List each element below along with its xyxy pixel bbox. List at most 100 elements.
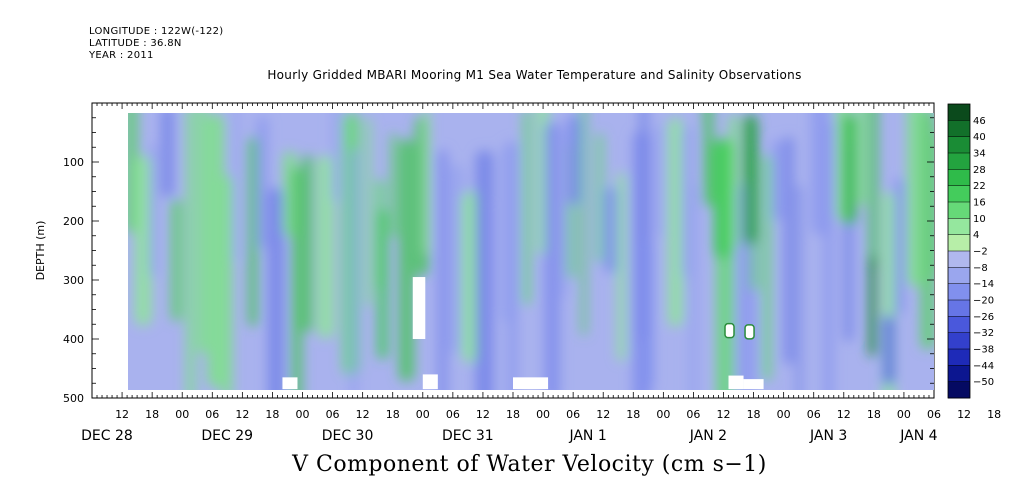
negative-streak bbox=[652, 123, 663, 239]
positive-streak bbox=[523, 113, 531, 305]
x-tick-label: 06 bbox=[566, 408, 580, 421]
colorbar-label: −26 bbox=[973, 312, 994, 323]
y-tick-label: 500 bbox=[63, 392, 84, 405]
colorbar-label: 46 bbox=[973, 116, 986, 127]
y-axis-label: DEPTH (m) bbox=[34, 221, 47, 281]
colorbar-label: 34 bbox=[973, 149, 986, 160]
x-tick-label: 12 bbox=[957, 408, 971, 421]
positive-streak bbox=[461, 191, 481, 363]
positive-streak bbox=[763, 155, 772, 381]
colorbar-label: 16 bbox=[973, 198, 986, 209]
missing-data-gap bbox=[513, 377, 549, 390]
x-tick-label: 18 bbox=[867, 408, 881, 421]
negative-streak bbox=[268, 187, 284, 390]
x-tick-label: 12 bbox=[596, 408, 610, 421]
negative-streak bbox=[823, 120, 834, 390]
x-tick-label: 06 bbox=[807, 408, 821, 421]
colorbar-label: 22 bbox=[973, 181, 986, 192]
colorbar-swatch bbox=[948, 153, 970, 170]
colorbar-label: −32 bbox=[973, 328, 994, 339]
missing-data-gap bbox=[422, 374, 438, 390]
positive-core bbox=[843, 114, 856, 225]
negative-streak bbox=[233, 113, 240, 262]
negative-streak bbox=[771, 139, 784, 221]
negative-streak bbox=[544, 121, 560, 390]
positive-streak bbox=[868, 113, 879, 268]
negative-streak bbox=[784, 136, 794, 365]
missing-data-gap bbox=[744, 324, 755, 340]
x-tick-label: 18 bbox=[265, 408, 279, 421]
colorbar-swatch bbox=[948, 120, 970, 138]
x-tick-label: 18 bbox=[145, 408, 159, 421]
colorbar-swatch bbox=[948, 381, 970, 399]
colorbar-label: −8 bbox=[973, 263, 988, 274]
missing-data-gap bbox=[412, 277, 426, 339]
positive-streak bbox=[390, 133, 397, 238]
colorbar-label: 10 bbox=[973, 214, 986, 225]
colorbar-swatch bbox=[948, 218, 970, 236]
positive-streak bbox=[170, 199, 183, 322]
date-label: DEC 31 bbox=[442, 428, 494, 444]
x-tick-label: 12 bbox=[235, 408, 249, 421]
colorbar-swatch bbox=[948, 251, 970, 268]
x-tick-label: 00 bbox=[777, 408, 791, 421]
x-tick-label: 18 bbox=[987, 408, 1001, 421]
positive-streak bbox=[302, 155, 313, 333]
positive-streak bbox=[856, 113, 867, 207]
colorbar-label: −20 bbox=[973, 296, 994, 307]
positive-streak bbox=[581, 113, 587, 336]
positive-streak bbox=[186, 113, 196, 390]
x-tick-label: 06 bbox=[326, 408, 340, 421]
negative-streak bbox=[688, 183, 699, 390]
negative-streak bbox=[161, 113, 174, 197]
colorbar-label: −44 bbox=[973, 361, 994, 372]
x-tick-label: 06 bbox=[205, 408, 219, 421]
positive-streak bbox=[248, 137, 258, 327]
no-data-region bbox=[93, 104, 123, 397]
x-tick-label: 06 bbox=[446, 408, 460, 421]
colorbar-swatch bbox=[948, 234, 970, 252]
negative-core bbox=[883, 315, 894, 386]
colorbar-label: −2 bbox=[973, 247, 988, 258]
negative-streak bbox=[485, 201, 492, 390]
positive-streak bbox=[365, 118, 372, 306]
colorbar-label: −14 bbox=[973, 279, 994, 290]
negative-streak bbox=[447, 164, 466, 354]
year-label: YEAR : 2011 bbox=[89, 50, 154, 61]
colorbar-label: −50 bbox=[973, 377, 994, 388]
x-tick-label: 12 bbox=[115, 408, 129, 421]
positive-streak bbox=[291, 167, 303, 390]
chart-title: Hourly Gridded MBARI Mooring M1 Sea Wate… bbox=[267, 68, 802, 82]
date-label: DEC 28 bbox=[81, 428, 133, 444]
positive-streak bbox=[703, 113, 714, 207]
positive-streak bbox=[134, 155, 152, 326]
positive-core bbox=[743, 114, 758, 245]
missing-data-gap bbox=[743, 379, 764, 390]
date-label: JAN 1 bbox=[568, 428, 606, 444]
positive-streak bbox=[197, 113, 208, 354]
positive-streak bbox=[596, 133, 604, 263]
colorbar-swatch bbox=[948, 283, 970, 301]
colorbar-label: 40 bbox=[973, 132, 986, 143]
latitude-label: LATITUDE : 36.8N bbox=[89, 38, 182, 49]
colorbar-swatch bbox=[948, 202, 970, 219]
x-tick-label: 00 bbox=[897, 408, 911, 421]
velocity-field bbox=[128, 113, 934, 390]
x-tick-label: 00 bbox=[416, 408, 430, 421]
negative-streak bbox=[894, 178, 904, 315]
positive-streak bbox=[906, 113, 924, 287]
x-tick-label: 12 bbox=[717, 408, 731, 421]
negative-streak bbox=[437, 149, 448, 390]
longitude-label: LONGITUDE : 122W(-122) bbox=[89, 26, 224, 37]
x-tick-label: 06 bbox=[686, 408, 700, 421]
negative-streak bbox=[331, 113, 341, 202]
positive-streak bbox=[920, 113, 934, 350]
date-label: JAN 2 bbox=[689, 428, 727, 444]
x-tick-label: 12 bbox=[837, 408, 851, 421]
x-tick-label: 00 bbox=[296, 408, 310, 421]
negative-streak bbox=[603, 186, 620, 274]
date-label: JAN 3 bbox=[809, 428, 847, 444]
positive-streak bbox=[423, 113, 430, 255]
positive-streak bbox=[617, 172, 626, 361]
positive-streak bbox=[932, 132, 934, 275]
